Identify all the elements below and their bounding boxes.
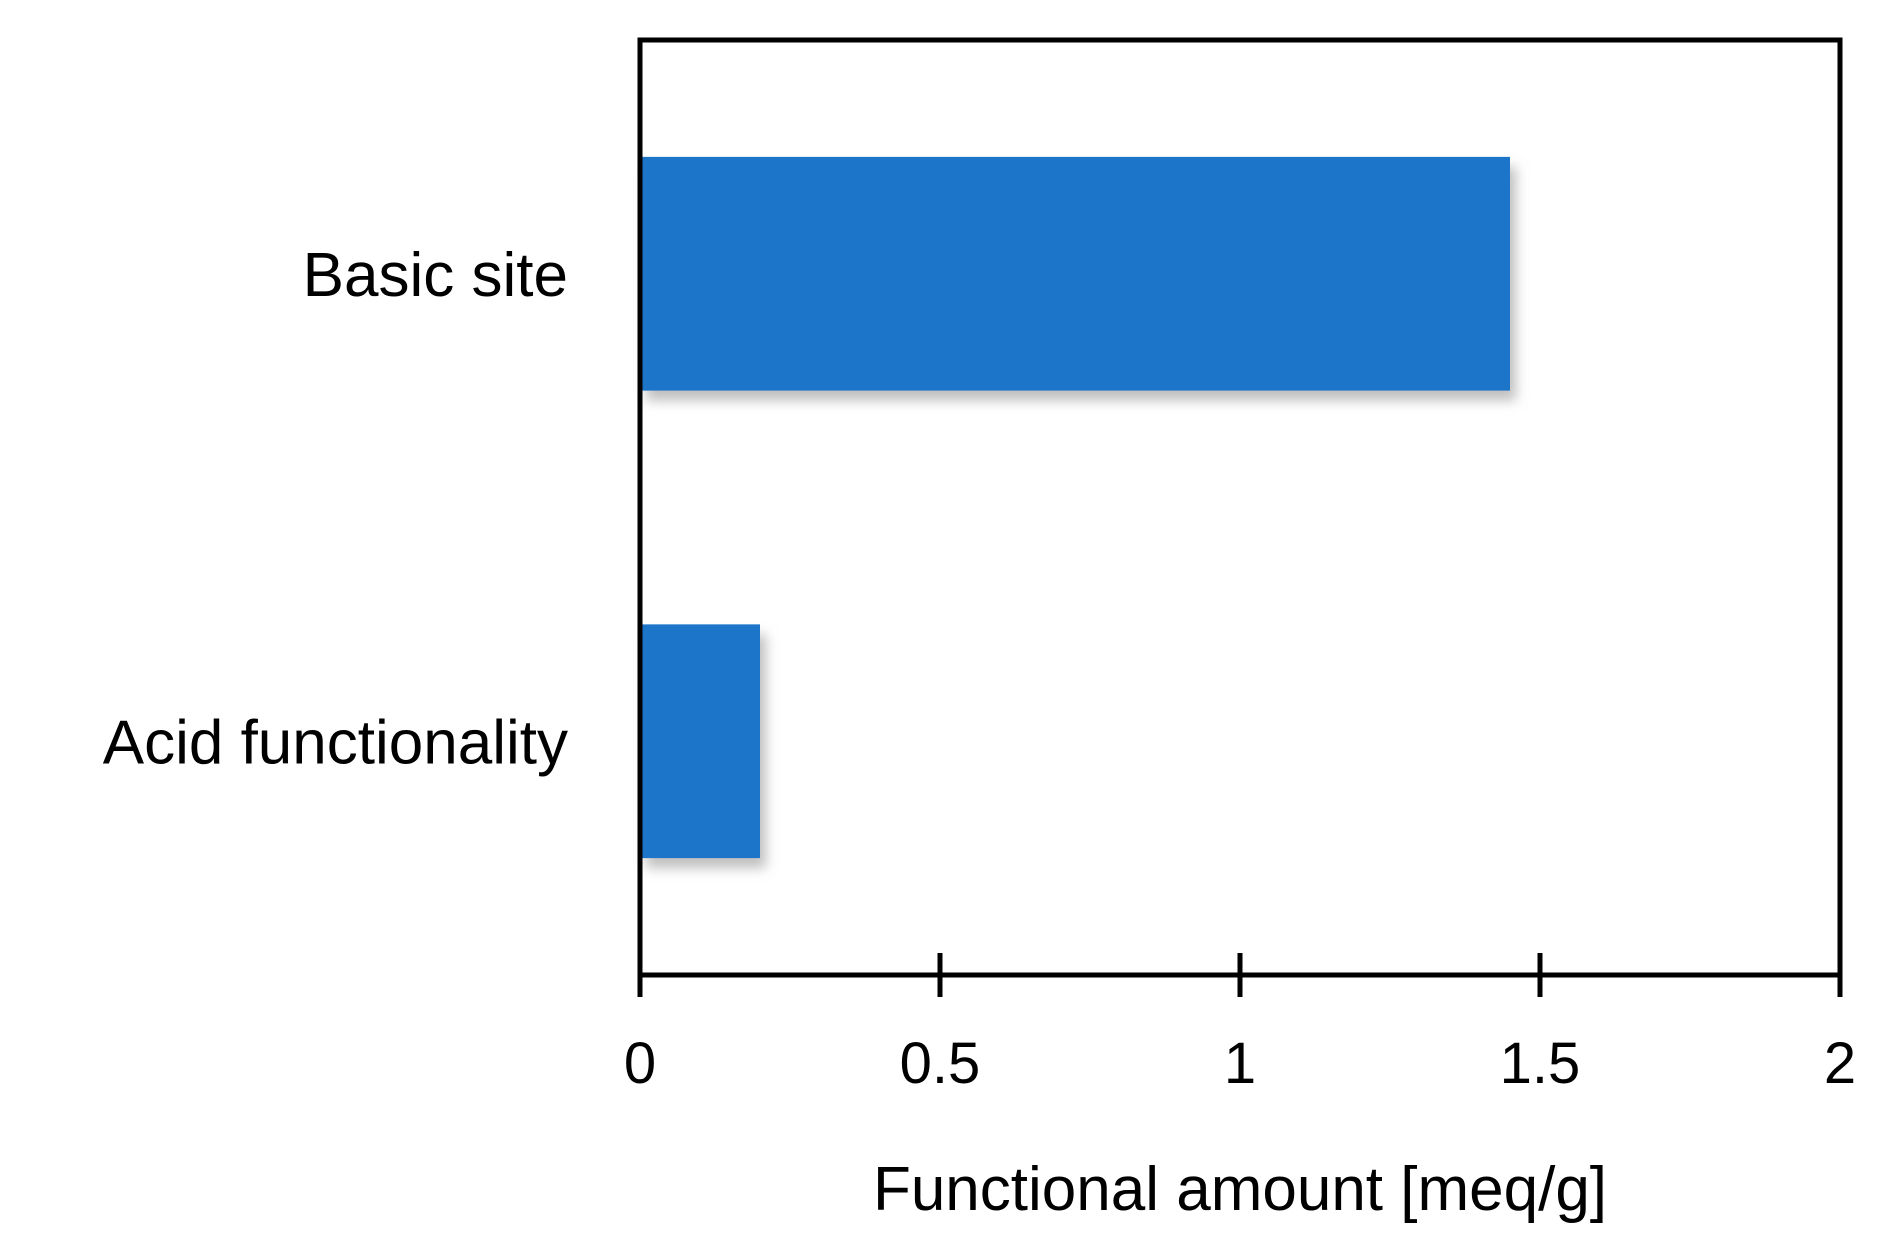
bar-basic-site [640,156,1510,391]
bars-layer [640,156,1510,859]
category-label: Acid functionality [103,708,568,777]
x-axis-tick-labels: 0 0.5 1 1.5 2 [624,1031,1856,1096]
x-tick-label: 0 [624,1031,656,1096]
x-tick-label: 2 [1824,1031,1856,1096]
x-axis-label: Functional amount [meq/g] [873,1155,1607,1224]
y-axis-category-labels: Basic site Acid functionality [103,241,568,778]
x-tick-label: 1.5 [1500,1031,1581,1096]
category-label: Basic site [303,241,568,310]
x-tick-label: 0.5 [900,1031,981,1096]
x-axis-ticks [637,953,1843,997]
x-tick-label: 1 [1224,1031,1256,1096]
bar-acid-functionality [640,624,760,859]
